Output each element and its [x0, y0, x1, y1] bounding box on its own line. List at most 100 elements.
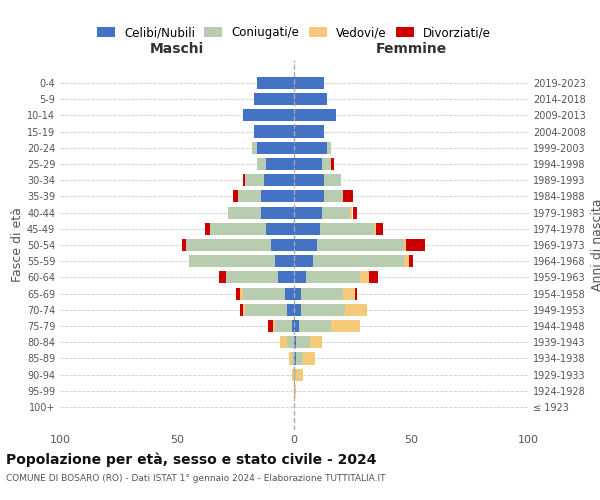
- Bar: [278, 272, 294, 283]
- Bar: [294, 190, 325, 202]
- Bar: [296, 368, 304, 381]
- Bar: [257, 158, 266, 170]
- Bar: [263, 174, 294, 186]
- Bar: [409, 255, 413, 268]
- Bar: [313, 255, 404, 268]
- Bar: [292, 320, 294, 332]
- Bar: [296, 336, 310, 348]
- Bar: [240, 304, 242, 316]
- Bar: [294, 239, 317, 251]
- Bar: [294, 320, 299, 332]
- Bar: [294, 288, 301, 300]
- Bar: [294, 255, 313, 268]
- Bar: [242, 174, 245, 186]
- Bar: [294, 158, 322, 170]
- Bar: [404, 239, 406, 251]
- Bar: [306, 272, 359, 283]
- Bar: [187, 239, 271, 251]
- Bar: [182, 239, 187, 251]
- Bar: [242, 109, 294, 122]
- Bar: [404, 255, 409, 268]
- Legend: Celibi/Nubili, Coniugati/e, Vedovi/e, Divorziati/e: Celibi/Nubili, Coniugati/e, Vedovi/e, Di…: [92, 22, 496, 44]
- Bar: [271, 239, 294, 251]
- Bar: [242, 288, 284, 300]
- Bar: [353, 206, 357, 218]
- Bar: [275, 320, 292, 332]
- Bar: [273, 320, 275, 332]
- Bar: [359, 272, 369, 283]
- Bar: [188, 255, 275, 268]
- Bar: [261, 190, 294, 202]
- Bar: [346, 304, 367, 316]
- Bar: [317, 239, 404, 251]
- Bar: [331, 158, 334, 170]
- Bar: [245, 174, 263, 186]
- Text: Maschi: Maschi: [150, 42, 204, 56]
- Bar: [292, 368, 294, 381]
- Bar: [350, 206, 352, 218]
- Bar: [229, 206, 261, 218]
- Bar: [294, 368, 296, 381]
- Bar: [294, 272, 306, 283]
- Bar: [327, 142, 331, 154]
- Bar: [254, 93, 294, 105]
- Bar: [374, 222, 376, 235]
- Bar: [205, 222, 210, 235]
- Bar: [252, 142, 257, 154]
- Bar: [294, 77, 325, 89]
- Y-axis label: Anni di nascita: Anni di nascita: [591, 198, 600, 291]
- Bar: [296, 352, 304, 364]
- Bar: [369, 272, 378, 283]
- Bar: [376, 222, 383, 235]
- Bar: [325, 174, 341, 186]
- Bar: [275, 255, 294, 268]
- Bar: [254, 126, 294, 138]
- Bar: [294, 93, 327, 105]
- Text: COMUNE DI BOSARO (RO) - Dati ISTAT 1° gennaio 2024 - Elaborazione TUTTITALIA.IT: COMUNE DI BOSARO (RO) - Dati ISTAT 1° ge…: [6, 474, 386, 483]
- Bar: [280, 336, 287, 348]
- Bar: [210, 222, 266, 235]
- Bar: [294, 126, 325, 138]
- Bar: [233, 190, 238, 202]
- Bar: [294, 206, 322, 218]
- Bar: [294, 336, 296, 348]
- Bar: [287, 336, 294, 348]
- Bar: [304, 352, 315, 364]
- Bar: [320, 222, 374, 235]
- Bar: [310, 336, 322, 348]
- Bar: [257, 142, 294, 154]
- Bar: [331, 320, 359, 332]
- Bar: [238, 190, 261, 202]
- Bar: [235, 288, 240, 300]
- Bar: [294, 174, 325, 186]
- Bar: [245, 304, 287, 316]
- Bar: [343, 190, 353, 202]
- Bar: [355, 288, 357, 300]
- Bar: [406, 239, 425, 251]
- Bar: [294, 352, 296, 364]
- Bar: [240, 288, 242, 300]
- Bar: [294, 304, 301, 316]
- Bar: [266, 222, 294, 235]
- Bar: [287, 304, 294, 316]
- Bar: [242, 304, 245, 316]
- Bar: [292, 352, 294, 364]
- Y-axis label: Fasce di età: Fasce di età: [11, 208, 24, 282]
- Bar: [322, 158, 331, 170]
- Bar: [294, 142, 327, 154]
- Bar: [343, 288, 355, 300]
- Bar: [268, 320, 273, 332]
- Bar: [219, 272, 226, 283]
- Bar: [294, 385, 296, 397]
- Bar: [294, 222, 320, 235]
- Bar: [261, 206, 294, 218]
- Bar: [325, 190, 343, 202]
- Bar: [294, 109, 336, 122]
- Bar: [257, 77, 294, 89]
- Text: Popolazione per età, sesso e stato civile - 2024: Popolazione per età, sesso e stato civil…: [6, 452, 377, 467]
- Bar: [301, 288, 343, 300]
- Bar: [226, 272, 278, 283]
- Text: Femmine: Femmine: [376, 42, 446, 56]
- Bar: [299, 320, 331, 332]
- Bar: [301, 304, 346, 316]
